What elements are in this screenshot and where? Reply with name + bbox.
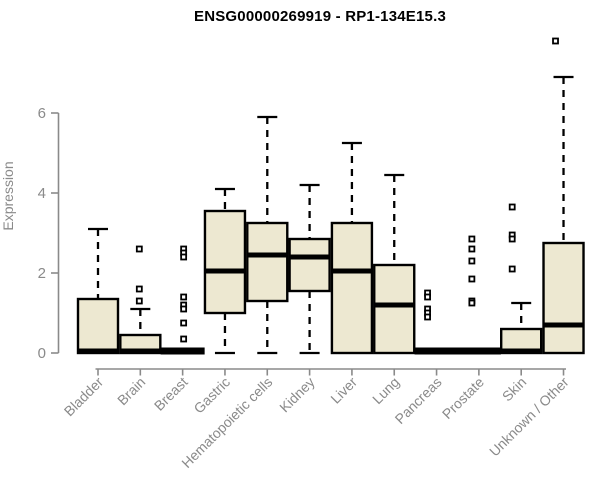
x-tick-label: Unknown / Other bbox=[486, 374, 572, 460]
box bbox=[203, 209, 247, 315]
outlier-point bbox=[468, 245, 476, 253]
outlier-point bbox=[508, 203, 516, 211]
outlier-point bbox=[508, 235, 516, 243]
chart-title: ENSG00000269919 - RP1-134E15.3 bbox=[193, 8, 446, 25]
box bbox=[288, 237, 331, 293]
outlier-point bbox=[180, 253, 188, 261]
x-tick-label: Bladder bbox=[61, 374, 107, 420]
box bbox=[373, 263, 416, 355]
outlier-point bbox=[508, 265, 516, 273]
box bbox=[330, 221, 374, 355]
x-tick-label: Kidney bbox=[276, 374, 318, 416]
y-tick-label: 0 bbox=[38, 345, 46, 362]
x-tick-label: Skin bbox=[499, 374, 530, 405]
outlier-point bbox=[135, 285, 143, 293]
outlier-point bbox=[180, 293, 188, 301]
outlier-point bbox=[135, 297, 143, 305]
outlier-point bbox=[468, 299, 476, 307]
x-tick-label: Breast bbox=[151, 374, 191, 414]
outlier-point bbox=[468, 257, 476, 265]
outlier-point bbox=[135, 245, 143, 253]
outlier-point bbox=[180, 319, 188, 327]
x-tick-label: Prostate bbox=[439, 374, 487, 422]
x-tick-label: Liver bbox=[327, 374, 360, 407]
y-axis-label: Expression bbox=[0, 161, 16, 230]
y-tick-label: 2 bbox=[38, 265, 46, 282]
x-tick-label: Brain bbox=[114, 374, 148, 408]
outlier-point bbox=[180, 335, 188, 343]
box bbox=[246, 221, 289, 303]
outlier-point bbox=[468, 275, 476, 283]
x-tick-label: Lung bbox=[369, 374, 402, 407]
outlier-point bbox=[424, 313, 431, 321]
x-tick-label: Pancreas bbox=[392, 374, 445, 427]
y-tick-label: 6 bbox=[38, 105, 46, 122]
outlier-point bbox=[424, 293, 431, 301]
box bbox=[542, 241, 585, 355]
box-series bbox=[76, 37, 585, 355]
y-tick-label: 4 bbox=[38, 185, 46, 202]
outlier-point bbox=[468, 235, 476, 243]
box bbox=[76, 297, 120, 355]
outlier-point bbox=[552, 37, 559, 45]
outlier-point bbox=[180, 305, 188, 313]
